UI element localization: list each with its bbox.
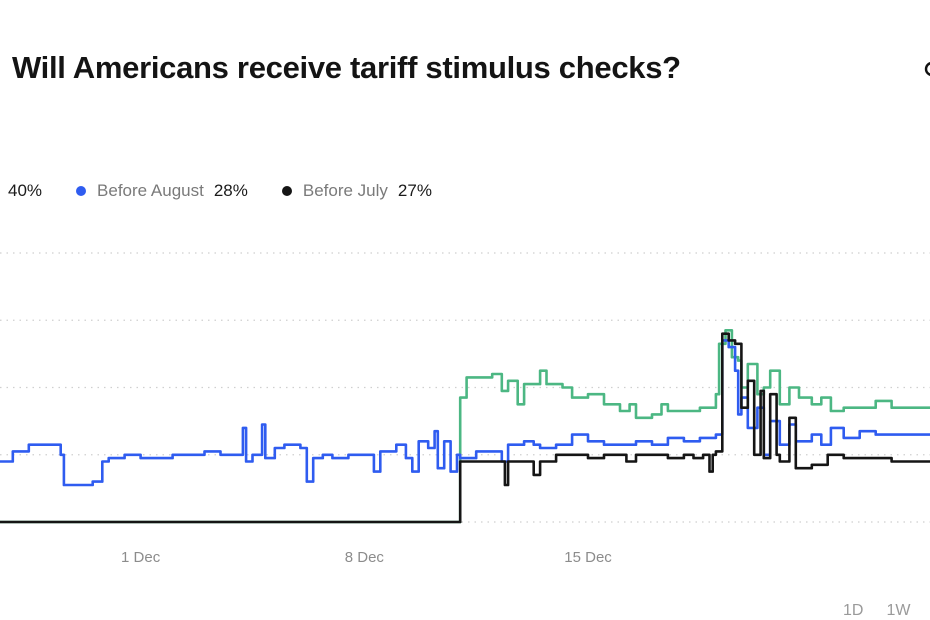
legend-value: 40% bbox=[8, 181, 43, 200]
legend-value: 28% bbox=[213, 181, 248, 200]
legend-label: Before July bbox=[302, 181, 388, 200]
range-button-1d[interactable]: 1D bbox=[843, 602, 864, 619]
search-icon[interactable] bbox=[918, 58, 930, 82]
x-tick-label: 1 Dec bbox=[121, 549, 161, 566]
x-tick-label: 8 Dec bbox=[345, 549, 385, 566]
legend-dot-icon bbox=[281, 186, 292, 196]
page-title: Will Americans receive tariff stimulus c… bbox=[12, 50, 681, 85]
series-line-before-august[interactable] bbox=[0, 339, 930, 487]
legend-item-before-july[interactable]: Before July 27% bbox=[281, 181, 432, 201]
legend-item-before-august[interactable]: Before August 28% bbox=[76, 181, 248, 201]
x-tick-label: 15 Dec bbox=[564, 549, 612, 566]
legend-dot-icon bbox=[76, 186, 87, 196]
legend-item-leading[interactable]: 40% bbox=[8, 181, 42, 201]
legend-label: Before August bbox=[97, 181, 204, 200]
series-line-leading[interactable] bbox=[0, 329, 930, 524]
series-line-before-july[interactable] bbox=[0, 332, 930, 524]
range-button-1w[interactable]: 1W bbox=[886, 602, 911, 619]
time-range-selector: 1D 1W bbox=[843, 602, 930, 620]
chart-legend: 40% Before August 28% Before July 27% bbox=[8, 180, 466, 202]
legend-value: 27% bbox=[397, 181, 432, 200]
price-history-chart[interactable]: 1 Dec 8 Dec 15 Dec bbox=[0, 0, 930, 600]
